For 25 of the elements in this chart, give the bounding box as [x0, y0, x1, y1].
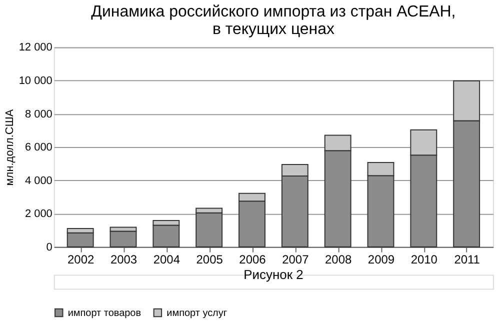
y-tick-label: 10 000 [18, 74, 52, 87]
x-tick-label: 2002 [68, 252, 94, 266]
legend-label: импорт услуг [166, 308, 228, 319]
x-tick-label: 2011 [454, 252, 480, 266]
y-tick-label: 2 000 [24, 208, 52, 220]
x-tick-label: 2007 [282, 252, 310, 266]
y-tick-label: 8 000 [24, 108, 52, 120]
y-tick-label: 12 000 [18, 42, 52, 54]
x-tick-label: 2010 [410, 252, 438, 266]
y-tick-label: 6 000 [24, 142, 52, 154]
y-axis-title: млн.долл.США [4, 108, 16, 186]
y-tick-label: 4 000 [24, 174, 52, 187]
y-tick-label: 0 [46, 241, 52, 254]
x-tick-label: 2006 [239, 252, 266, 266]
text: в текущих ценах [212, 21, 334, 38]
bar [66, 232, 94, 248]
text: Рисунок 2 [244, 266, 304, 282]
bar [110, 230, 137, 248]
legend-label: импорт товаров [68, 308, 142, 319]
x-tick-label: 2004 [153, 252, 180, 266]
x-tick-label: 2005 [196, 252, 224, 266]
x-tick-label: 2008 [325, 252, 352, 266]
x-tick-label: 2009 [368, 252, 395, 266]
x-tick-label: 2003 [110, 252, 138, 266]
text: Динамика российского импорта из стран АСЕАН, [91, 3, 456, 20]
